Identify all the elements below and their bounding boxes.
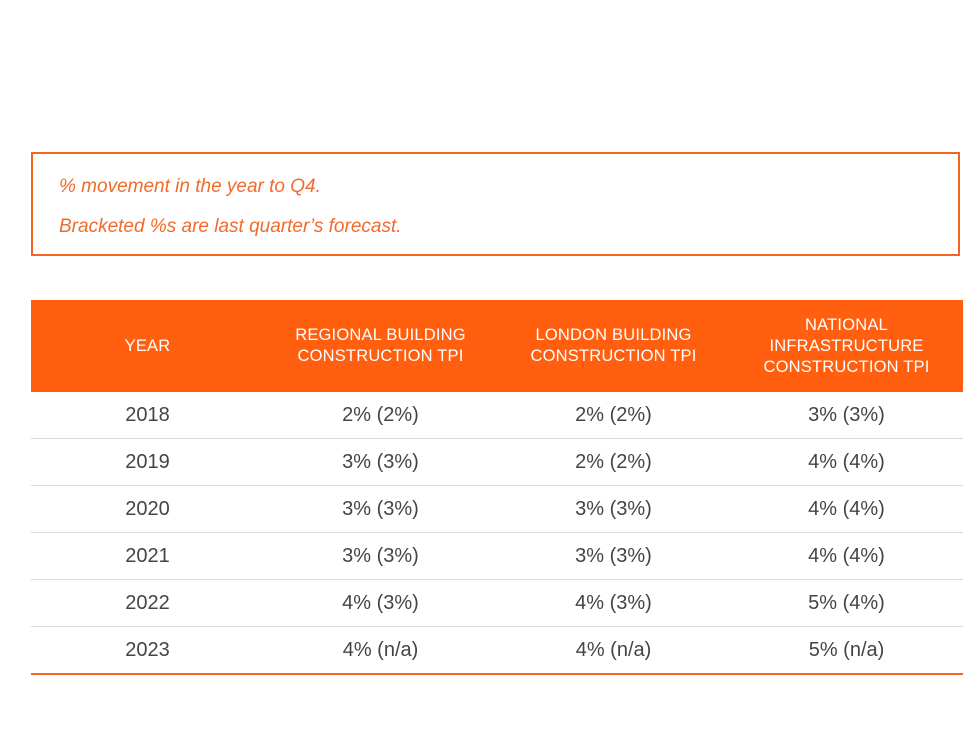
table-row: 2022 4% (3%) 4% (3%) 5% (4%): [31, 579, 963, 627]
london-cell: 2% (2%): [497, 392, 730, 439]
note-movement-text: % movement in the year to Q4.: [59, 176, 321, 197]
regional-cell: 4% (3%): [264, 579, 497, 627]
year-cell: 2021: [31, 532, 264, 580]
header-national-infrastructure-tpi: NATIONAL INFRASTRUCTURE CONSTRUCTION TPI: [730, 300, 963, 392]
table-row: 2020 3% (3%) 3% (3%) 4% (4%): [31, 485, 963, 533]
regional-cell: 3% (3%): [264, 485, 497, 533]
year-cell: 2023: [31, 626, 264, 675]
infrastructure-cell: 4% (4%): [730, 485, 963, 533]
london-cell: 3% (3%): [497, 485, 730, 533]
header-row: YEAR REGIONAL BUILDING CONSTRUCTION TPI …: [31, 300, 963, 392]
tpi-forecast-table: YEAR REGIONAL BUILDING CONSTRUCTION TPI …: [31, 300, 963, 675]
table-header: YEAR REGIONAL BUILDING CONSTRUCTION TPI …: [31, 300, 963, 392]
note-bracketed-text: Bracketed %s are last quarter’s forecast…: [59, 216, 402, 237]
infrastructure-cell: 4% (4%): [730, 532, 963, 580]
header-year: YEAR: [31, 300, 264, 392]
table-row: 2018 2% (2%) 2% (2%) 3% (3%): [31, 392, 963, 439]
london-cell: 2% (2%): [497, 438, 730, 486]
year-cell: 2022: [31, 579, 264, 627]
regional-cell: 3% (3%): [264, 532, 497, 580]
regional-cell: 4% (n/a): [264, 626, 497, 675]
table-row: 2019 3% (3%) 2% (2%) 4% (4%): [31, 438, 963, 486]
infrastructure-cell: 5% (n/a): [730, 626, 963, 675]
regional-cell: 3% (3%): [264, 438, 497, 486]
infrastructure-cell: 5% (4%): [730, 579, 963, 627]
forecast-note-box: % movement in the year to Q4. Bracketed …: [31, 152, 960, 256]
header-london-building-tpi: LONDON BUILDING CONSTRUCTION TPI: [497, 300, 730, 392]
london-cell: 3% (3%): [497, 532, 730, 580]
year-cell: 2019: [31, 438, 264, 486]
infrastructure-cell: 3% (3%): [730, 392, 963, 439]
table-row: 2021 3% (3%) 3% (3%) 4% (4%): [31, 532, 963, 580]
header-regional-building-tpi: REGIONAL BUILDING CONSTRUCTION TPI: [264, 300, 497, 392]
london-cell: 4% (3%): [497, 579, 730, 627]
table-body: 2018 2% (2%) 2% (2%) 3% (3%) 2019 3% (3%…: [31, 392, 963, 675]
year-cell: 2018: [31, 392, 264, 439]
regional-cell: 2% (2%): [264, 392, 497, 439]
year-cell: 2020: [31, 485, 264, 533]
infrastructure-cell: 4% (4%): [730, 438, 963, 486]
london-cell: 4% (n/a): [497, 626, 730, 675]
table-row: 2023 4% (n/a) 4% (n/a) 5% (n/a): [31, 626, 963, 675]
